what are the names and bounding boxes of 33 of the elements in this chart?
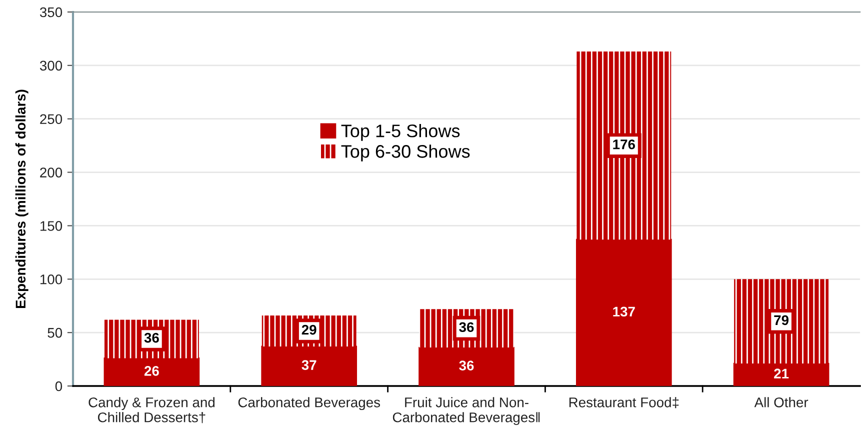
y-tick-label: 0	[55, 381, 62, 392]
data-label: 29	[302, 324, 316, 335]
bar	[576, 52, 672, 240]
data-label: 21	[774, 368, 789, 378]
bar	[104, 358, 200, 386]
bar	[733, 362, 830, 386]
bar	[576, 238, 672, 386]
y-axis-title: Expenditures (millions of dollars)	[15, 90, 28, 308]
data-label: 37	[302, 360, 316, 370]
y-tick-label: 250	[40, 114, 62, 124]
x-tick-label: Restaurant Food‡	[569, 397, 679, 408]
x-tick-label: Fruit Juice and Non- Carbonated Beverages‖	[392, 397, 540, 426]
y-tick-label: 200	[40, 168, 62, 178]
data-label: 26	[144, 366, 159, 376]
legend-label: Top 1-5 Shows	[341, 124, 460, 141]
data-label: 36	[459, 322, 474, 332]
y-tick-label: 350	[40, 7, 62, 18]
y-tick-label: 100	[40, 274, 62, 284]
bar	[261, 346, 358, 386]
legend-label: Top 6-30 Shows	[341, 144, 470, 162]
y-tick-label: 300	[40, 60, 62, 71]
y-tick-label: 50	[48, 328, 62, 338]
x-tick-label: Candy & Frozen and Chilled Desserts†	[88, 397, 215, 424]
x-tick-label: All Other	[754, 397, 808, 408]
data-label: 137	[613, 306, 635, 317]
x-tick-label: Carbonated Beverages	[238, 397, 380, 410]
bar	[418, 346, 514, 386]
data-label: 36	[459, 360, 474, 371]
data-label: 79	[774, 315, 789, 326]
data-label: 176	[613, 139, 635, 150]
y-tick-label: 150	[40, 221, 62, 231]
data-label: 36	[144, 332, 159, 343]
bar	[734, 279, 829, 364]
